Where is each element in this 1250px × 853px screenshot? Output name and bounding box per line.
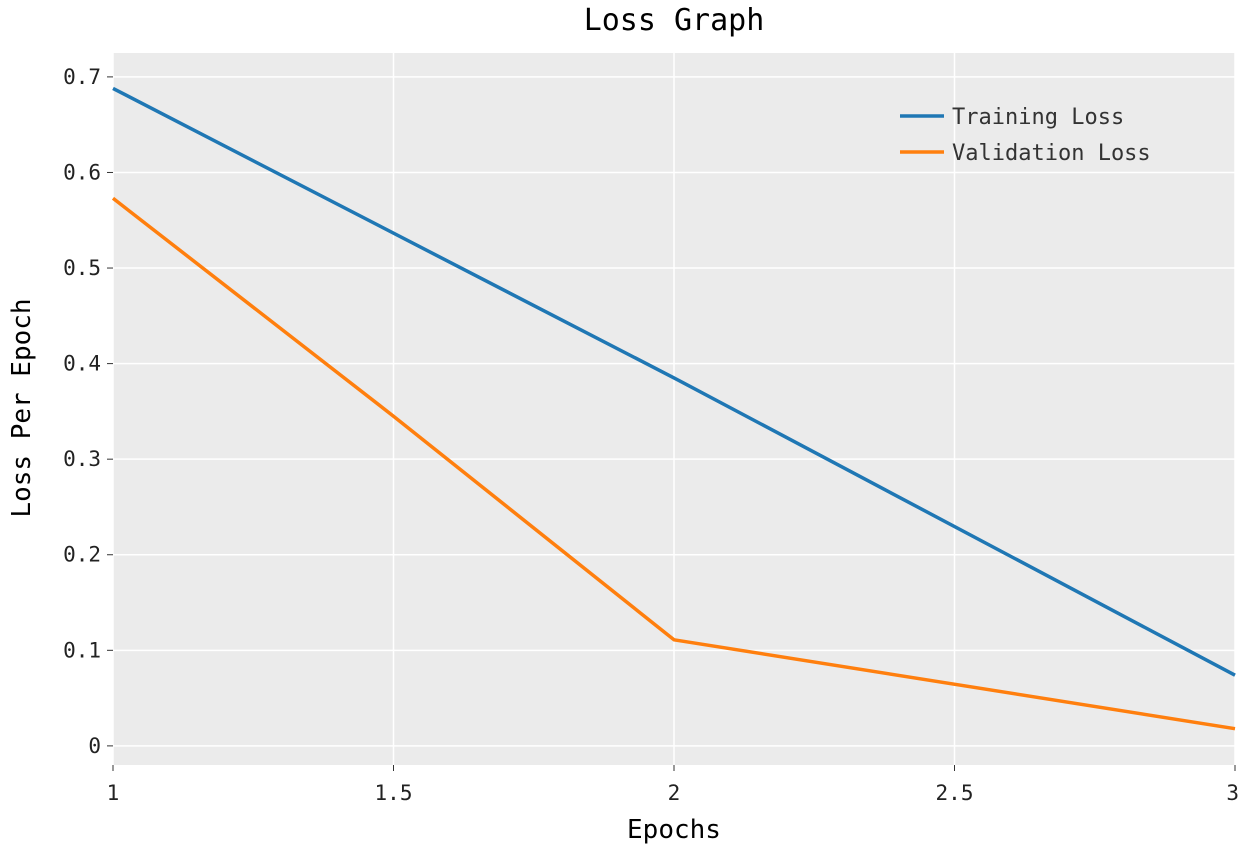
x-tick-label: 1 <box>107 781 120 805</box>
x-tick-label: 2.5 <box>936 781 974 805</box>
y-tick-label: 0.4 <box>63 352 101 376</box>
series-line-validation-loss <box>111 196 1236 731</box>
x-tick-label: 2 <box>668 781 681 805</box>
chart-title: Loss Graph <box>584 3 765 38</box>
series-lines <box>111 86 1236 731</box>
legend: Training Loss Validation Loss <box>900 105 1151 166</box>
x-axis-ticks: 1 1.5 2 2.5 3 <box>107 765 1239 805</box>
y-tick-label: 0.3 <box>63 447 101 471</box>
series-line-training-loss <box>112 86 1236 677</box>
x-axis-label: Epochs <box>627 815 721 845</box>
grid-lines <box>112 53 1236 765</box>
legend-label: Training Loss <box>952 105 1124 130</box>
y-tick-label: 0.7 <box>63 65 101 89</box>
y-axis-ticks: 0 0.1 0.2 0.3 0.4 0.5 0.6 0.7 <box>63 65 113 758</box>
legend-label: Validation Loss <box>952 141 1151 166</box>
y-tick-label: 0.1 <box>63 638 101 662</box>
x-tick-label: 3 <box>1226 781 1239 805</box>
x-tick-label: 1.5 <box>375 781 413 805</box>
y-tick-label: 0.6 <box>63 160 101 184</box>
y-tick-label: 0 <box>88 734 101 758</box>
y-axis-label: Loss Per Epoch <box>7 298 37 517</box>
y-tick-label: 0.5 <box>63 256 101 280</box>
y-tick-label: 0.2 <box>63 543 101 567</box>
